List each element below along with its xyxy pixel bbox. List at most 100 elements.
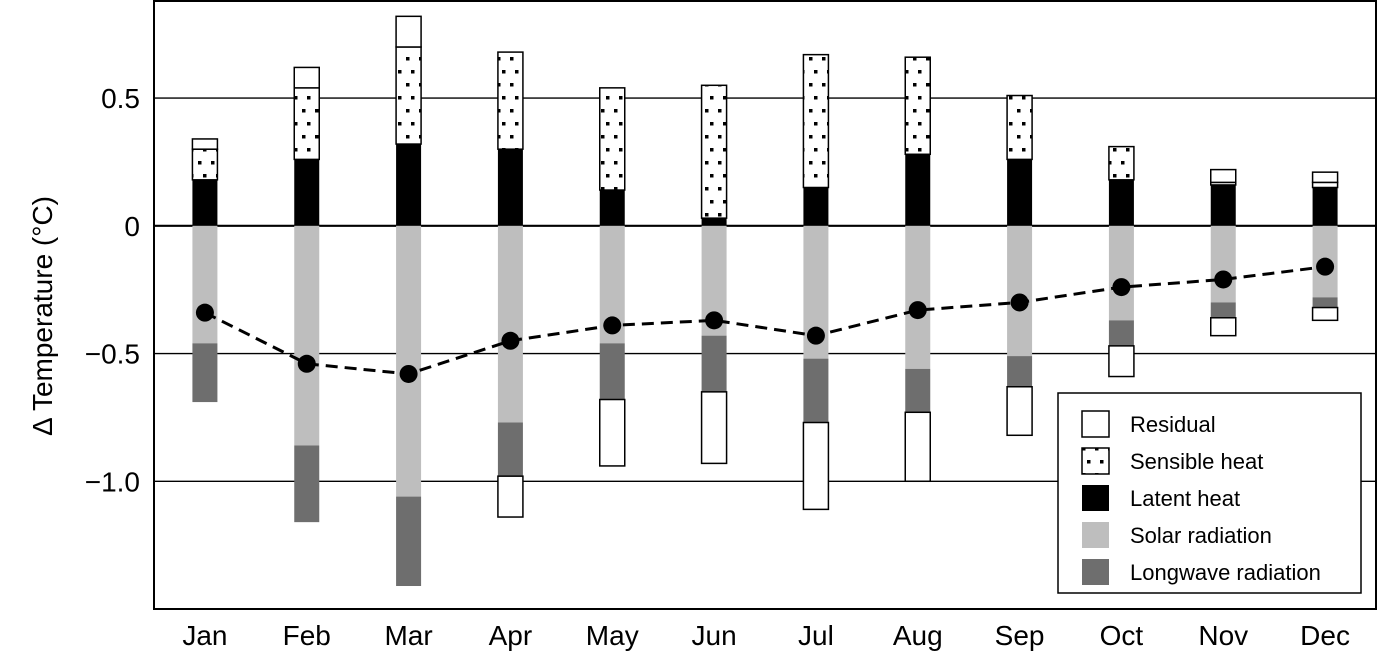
bar-longwave-radiation <box>396 496 422 587</box>
x-tick-label: Oct <box>1100 620 1144 651</box>
bar-longwave-radiation <box>294 445 320 523</box>
bar-residual <box>1108 345 1135 378</box>
bar-sensible-heat <box>1311 181 1339 189</box>
bar-residual <box>191 138 219 150</box>
bar-residual <box>395 15 422 48</box>
net-line <box>204 265 1326 376</box>
bar-longwave-radiation <box>1312 297 1338 308</box>
bar-latent-heat <box>1108 179 1134 226</box>
bar-latent-heat <box>294 159 320 226</box>
bar-residual <box>1311 171 1339 184</box>
legend-swatch-longwave-radiation <box>1082 559 1109 585</box>
bar-sensible-heat <box>599 87 626 191</box>
bar-latent-heat <box>905 154 931 226</box>
bar-residual <box>599 398 626 467</box>
bar-longwave-radiation <box>1108 320 1134 346</box>
net-point <box>603 316 622 335</box>
legend: Residual Sensible heat Latent heat Solar ra… <box>1057 392 1362 594</box>
x-tick-label: Feb <box>283 620 331 651</box>
legend-label-latent-heat: Latent heat <box>1130 486 1240 511</box>
bar-sensible-heat <box>1006 94 1033 161</box>
bar-latent-heat <box>1210 184 1236 226</box>
bar-solar-radiation <box>497 225 523 423</box>
bar-longwave-radiation <box>905 368 931 413</box>
net-point <box>806 326 825 345</box>
x-tick-label: Nov <box>1198 620 1248 651</box>
bar-sensible-heat <box>293 87 320 161</box>
bar-solar-radiation <box>1108 225 1134 321</box>
legend-swatch-latent-heat <box>1082 485 1109 511</box>
bar-latent-heat <box>1312 187 1338 226</box>
bar-sensible-heat <box>191 148 219 181</box>
bar-residual <box>293 66 320 89</box>
bar-solar-radiation <box>294 225 320 446</box>
bar-solar-radiation <box>396 225 422 497</box>
bar-residual <box>1210 168 1237 184</box>
x-tick-label: Sep <box>995 620 1045 651</box>
bar-latent-heat <box>1007 159 1033 226</box>
bar-sensible-heat <box>904 56 931 156</box>
bar-longwave-radiation <box>701 335 727 392</box>
bar-latent-heat <box>192 179 218 226</box>
bar-latent-heat <box>396 144 422 226</box>
bar-sensible-heat <box>802 53 830 189</box>
bar-latent-heat <box>803 187 829 226</box>
legend-swatch-sensible-heat <box>1081 447 1110 475</box>
bar-longwave-radiation <box>599 343 625 400</box>
bar-solar-radiation <box>192 225 218 344</box>
legend-label-residual: Residual <box>1130 412 1216 437</box>
x-tick-label: Jun <box>692 620 737 651</box>
x-tick-label: Dec <box>1300 620 1350 651</box>
x-tick-label: Aug <box>893 620 943 651</box>
bar-residual <box>1006 385 1033 437</box>
bar-sensible-heat <box>700 84 728 219</box>
bars <box>191 15 1339 587</box>
bar-residual <box>700 391 728 465</box>
x-tick-label: Jul <box>798 620 834 651</box>
bar-sensible-heat <box>497 51 524 150</box>
x-tick-labels: Jan Feb Mar Apr May Jun Jul Aug Sep Oct Nov Dec <box>182 620 1350 651</box>
x-tick-label: Apr <box>489 620 533 651</box>
net-point <box>297 354 316 373</box>
net-point <box>195 303 214 322</box>
net-point <box>1316 257 1335 276</box>
net-point <box>399 364 418 383</box>
bar-solar-radiation <box>1210 225 1236 303</box>
bar-sensible-heat <box>395 46 422 145</box>
net-point <box>501 331 520 350</box>
y-tick-label: −0.5 <box>85 339 140 370</box>
bar-sensible-heat <box>1108 145 1135 181</box>
net-point <box>705 311 724 330</box>
y-tick-label: 0.5 <box>101 83 140 114</box>
legend-label-solar-radiation: Solar radiation <box>1130 523 1272 548</box>
y-tick-labels: 0.5 0 −0.5 −1.0 <box>85 83 140 497</box>
net-point <box>1010 293 1029 312</box>
legend-swatch-residual <box>1081 410 1110 438</box>
bar-residual <box>1311 306 1339 322</box>
bar-solar-radiation <box>905 225 931 369</box>
bar-residual <box>802 421 830 511</box>
bar-latent-heat <box>497 149 523 226</box>
net-point <box>908 301 927 320</box>
bar-longwave-radiation <box>192 343 218 403</box>
x-tick-label: Jan <box>182 620 227 651</box>
bar-residual <box>904 411 931 483</box>
legend-label-sensible-heat: Sensible heat <box>1130 449 1263 474</box>
y-axis-title: Δ Temperature (°C) <box>27 196 58 436</box>
x-tick-label: Mar <box>384 620 432 651</box>
bar-residual <box>497 475 524 518</box>
legend-label-longwave-radiation: Longwave radiation <box>1130 560 1321 585</box>
bar-longwave-radiation <box>497 422 523 477</box>
bar-longwave-radiation <box>803 358 829 423</box>
bar-residual <box>1210 317 1237 337</box>
plot-frame <box>153 0 1377 610</box>
bar-longwave-radiation <box>1210 302 1236 318</box>
legend-swatch-solar-radiation <box>1082 522 1109 548</box>
bar-longwave-radiation <box>1007 356 1033 387</box>
y-tick-label: 0 <box>124 211 140 242</box>
net-line-layer <box>195 257 1335 383</box>
y-tick-label: −1.0 <box>85 466 140 497</box>
x-tick-label: May <box>586 620 639 651</box>
bar-solar-radiation <box>1007 225 1033 357</box>
